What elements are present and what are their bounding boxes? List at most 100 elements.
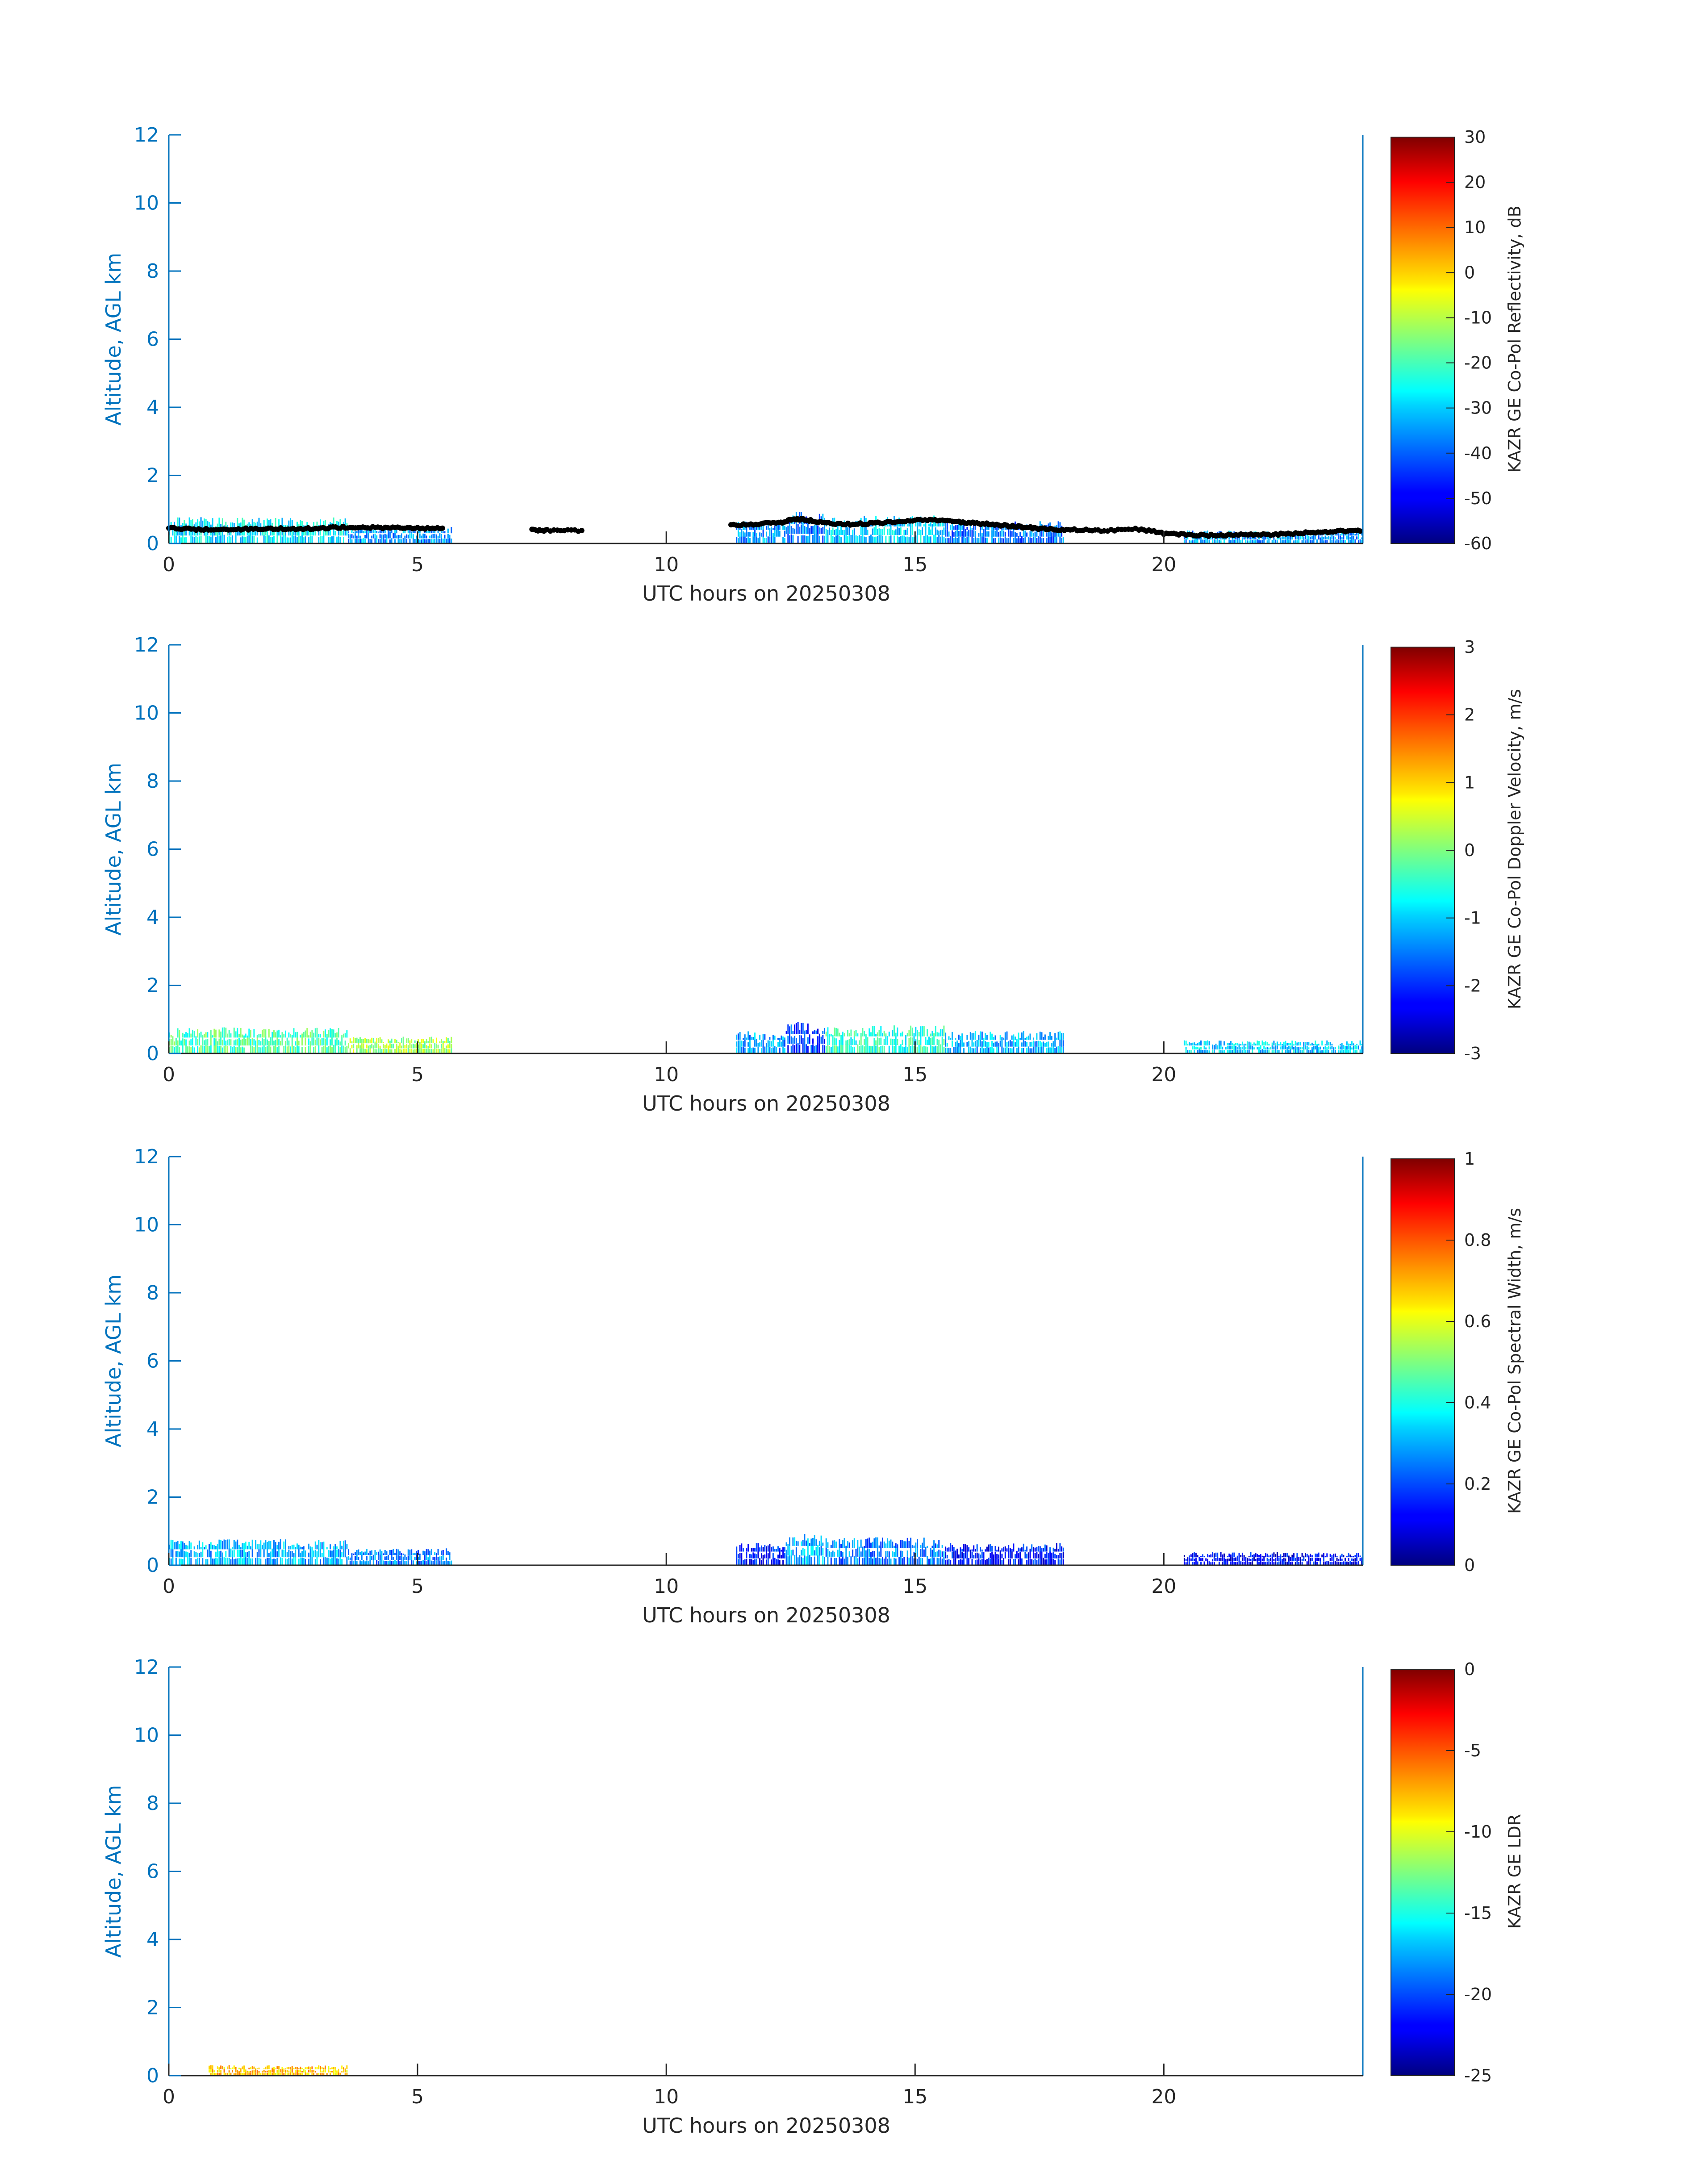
echo-cell bbox=[827, 1035, 829, 1045]
echo-cell bbox=[1351, 1041, 1353, 1046]
echo-cell bbox=[253, 1029, 255, 1038]
echo-cell bbox=[175, 535, 177, 543]
colorbar-tick-label: -25 bbox=[1464, 2066, 1492, 2085]
echo-cell bbox=[432, 1039, 434, 1044]
echo-cell bbox=[1003, 538, 1005, 543]
echo-cell bbox=[1046, 1545, 1048, 1552]
echo-cell bbox=[779, 1040, 781, 1047]
echo-cell bbox=[834, 530, 835, 535]
echo-cell bbox=[253, 522, 255, 528]
echo-cell bbox=[394, 533, 396, 539]
echo-cell bbox=[256, 1035, 258, 1038]
echo-cell bbox=[326, 1557, 328, 1565]
echo-cell bbox=[928, 526, 930, 535]
echo-cell bbox=[336, 1558, 338, 1565]
echo-cell bbox=[320, 528, 321, 536]
colorbar-label: KAZR GE Co-Pol Doppler Velocity, m/s bbox=[1505, 689, 1524, 1009]
echo-cell bbox=[228, 1539, 230, 1550]
echo-cell bbox=[1236, 1049, 1238, 1053]
echo-cell bbox=[1323, 537, 1324, 540]
echo-cell bbox=[839, 530, 840, 535]
echo-cell bbox=[344, 526, 346, 536]
echo-cell bbox=[968, 530, 970, 537]
echo-cell bbox=[338, 526, 339, 536]
echo-cell bbox=[1049, 1558, 1051, 1565]
echo-cell bbox=[853, 1036, 855, 1045]
echo-cell bbox=[346, 523, 348, 528]
echo-cell bbox=[446, 1548, 447, 1555]
echo-cell bbox=[429, 1043, 431, 1049]
echo-cell bbox=[1250, 539, 1252, 543]
echo-cell bbox=[369, 1045, 371, 1049]
y-tick-label: 6 bbox=[146, 328, 159, 351]
echo-cell bbox=[296, 1543, 298, 1550]
echo-cell bbox=[237, 2072, 238, 2076]
echo-cell bbox=[943, 1025, 945, 1036]
echo-cell bbox=[1013, 1047, 1015, 1053]
echo-cell bbox=[394, 1039, 396, 1044]
echo-cell bbox=[246, 536, 248, 543]
echo-cell bbox=[933, 1547, 935, 1557]
echo-cell bbox=[288, 1045, 290, 1053]
echo-cell bbox=[1338, 531, 1340, 536]
echo-cell bbox=[281, 2068, 283, 2073]
echo-cell bbox=[344, 2073, 346, 2076]
echo-cell bbox=[1245, 1050, 1247, 1053]
echo-cell bbox=[1207, 1561, 1208, 1565]
echo-cell bbox=[840, 1544, 842, 1548]
echo-cell bbox=[318, 2065, 320, 2069]
echo-cell bbox=[318, 529, 320, 536]
echo-cell bbox=[902, 535, 903, 543]
echo-cell bbox=[1301, 1562, 1303, 1565]
echo-cell bbox=[1061, 531, 1063, 537]
echo-cell bbox=[404, 538, 406, 543]
echo-cell bbox=[351, 1555, 353, 1560]
echo-cell bbox=[1048, 1041, 1049, 1047]
echo-cell bbox=[1354, 534, 1356, 536]
echo-cell bbox=[754, 1548, 756, 1552]
echo-cell bbox=[320, 1039, 321, 1046]
echo-cell bbox=[759, 1558, 761, 1565]
echo-cell bbox=[787, 1544, 789, 1556]
echo-cell bbox=[888, 1540, 890, 1548]
echo-cell bbox=[822, 1031, 824, 1034]
echo-cell bbox=[1280, 1554, 1282, 1558]
echo-cell bbox=[334, 1033, 336, 1038]
echo-cell bbox=[1038, 1047, 1040, 1053]
echo-cell bbox=[948, 1547, 950, 1552]
echo-cell bbox=[190, 1542, 192, 1550]
echo-cell bbox=[378, 539, 379, 543]
echo-cell bbox=[743, 1548, 744, 1552]
echo-cell bbox=[894, 530, 895, 535]
echo-cell bbox=[383, 1049, 384, 1053]
echo-cell bbox=[777, 1038, 779, 1040]
echo-cell bbox=[265, 2070, 267, 2073]
echo-cell bbox=[396, 1555, 397, 1560]
echo-cell bbox=[240, 1550, 242, 1558]
echo-cell bbox=[1009, 530, 1011, 537]
echo-cell bbox=[973, 522, 975, 530]
echo-cell bbox=[237, 518, 238, 528]
echo-cell bbox=[1034, 1547, 1036, 1552]
echo-cell bbox=[233, 1559, 235, 1565]
echo-cell bbox=[209, 1549, 210, 1558]
echo-cell bbox=[938, 1550, 940, 1557]
echo-cell bbox=[882, 535, 883, 543]
echo-cell bbox=[421, 1043, 422, 1049]
echo-cell bbox=[994, 1035, 996, 1040]
echo-cell bbox=[442, 1554, 444, 1560]
echo-cell bbox=[1220, 1552, 1222, 1558]
echo-cell bbox=[366, 1556, 367, 1560]
echo-cell bbox=[1039, 1551, 1041, 1559]
echo-cell bbox=[381, 1555, 383, 1560]
echo-cell bbox=[1359, 1040, 1361, 1046]
colorbar-tick-label: 2 bbox=[1464, 705, 1475, 725]
echo-cell bbox=[935, 1026, 936, 1036]
echo-cell bbox=[407, 1038, 409, 1044]
echo-cell bbox=[801, 1550, 802, 1556]
echo-cell bbox=[743, 1047, 744, 1053]
echo-cell bbox=[931, 1037, 933, 1045]
echo-cell bbox=[1318, 1049, 1320, 1053]
echo-cell bbox=[845, 1044, 847, 1053]
echo-cell bbox=[1008, 1048, 1010, 1053]
